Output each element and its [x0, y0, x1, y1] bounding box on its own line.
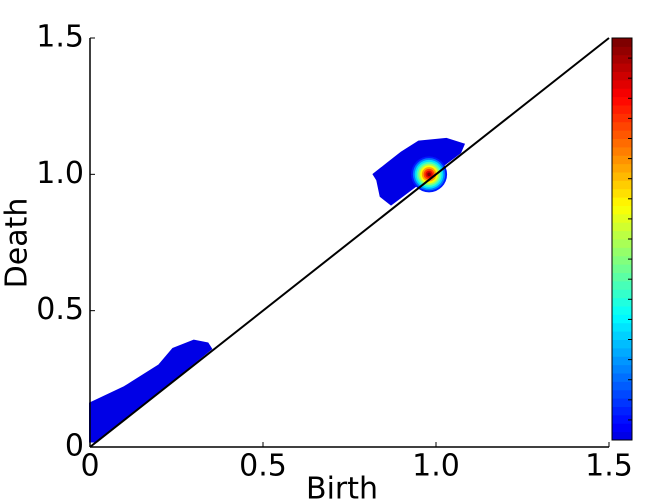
colorbar-cell: [612, 373, 632, 382]
colorbar-cell: [612, 130, 632, 139]
colorbar-cell: [612, 38, 632, 47]
colorbar-cell: [612, 71, 632, 81]
colorbar-cell: [612, 146, 632, 156]
colorbar-cell: [612, 381, 632, 391]
colorbar-cell: [612, 297, 632, 307]
colorbar-cell: [612, 105, 632, 114]
colorbar-cell: [612, 155, 632, 165]
colorbar-cell: [612, 96, 632, 106]
colorbar-cell: [612, 389, 632, 399]
colorbar-cell: [612, 423, 632, 433]
colorbar-cell: [612, 272, 632, 282]
colorbar-cell: [612, 113, 632, 123]
y-tick-label: 1.5: [36, 20, 84, 55]
colorbar-cell: [612, 79, 632, 89]
y-axis-label: Death: [0, 198, 35, 289]
colorbar-cell: [612, 63, 632, 72]
colorbar-cell: [612, 180, 632, 190]
colorbar-cell: [612, 46, 632, 56]
colorbar-cell: [612, 398, 632, 407]
colorbar-cell: [612, 88, 632, 98]
colorbar-cell: [612, 364, 632, 374]
colorbar-cell: [612, 205, 632, 215]
colorbar-cell: [612, 213, 632, 223]
colorbar-cell: [612, 239, 632, 248]
colorbar-cell: [612, 339, 632, 349]
colorbar-cell: [612, 138, 632, 148]
colorbar-cell: [612, 188, 632, 198]
colorbar-cell: [612, 163, 632, 173]
x-tick-label: 0.5: [239, 449, 287, 484]
colorbar-cell: [612, 172, 632, 181]
x-tick-label: 0: [80, 449, 99, 484]
colorbar-cell: [612, 230, 632, 240]
density-region: [89, 339, 213, 443]
colorbar-cell: [612, 255, 632, 265]
colorbar-cell: [612, 222, 632, 232]
colorbar-cell: [612, 289, 632, 299]
colorbar-cell: [612, 314, 632, 324]
colorbar-cell: [612, 347, 632, 357]
y-tick-label: 0: [65, 429, 84, 464]
colorbar-cell: [612, 197, 632, 206]
colorbar-cell: [612, 331, 632, 340]
y-tick-label: 0.5: [36, 292, 84, 327]
colorbar-cell: [612, 322, 632, 332]
x-axis-label: Birth: [306, 472, 378, 504]
colorbar-cell: [612, 356, 632, 366]
colorbar-cell: [612, 54, 632, 64]
density-peak: [427, 172, 431, 177]
colorbar-cell: [612, 306, 632, 315]
colorbar-cell: [612, 431, 632, 441]
colorbar-cell: [612, 414, 632, 424]
colorbar-cell: [612, 264, 632, 273]
x-tick-label: 1.0: [412, 449, 460, 484]
diagonal: [89, 37, 610, 448]
colorbar-cell: [612, 247, 632, 257]
x-tick-label: 1.5: [585, 449, 633, 484]
colorbar-cell: [612, 121, 632, 131]
colorbar-cell: [612, 280, 632, 290]
colorbar-cell: [612, 406, 632, 416]
y-tick-label: 1.0: [36, 156, 84, 191]
